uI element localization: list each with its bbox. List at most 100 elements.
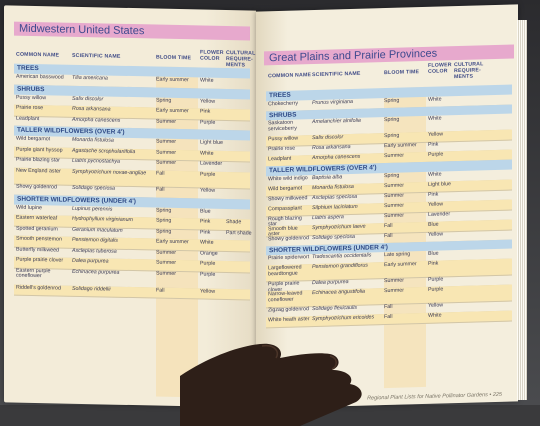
bloom-cell: Spring [156, 217, 172, 225]
bloom-cell: Summer [384, 287, 405, 295]
left-page-title: Midwestern United States [14, 21, 250, 41]
scientific-cell: Monarda fistulosa [312, 183, 354, 191]
bloom-cell: Fall [156, 186, 165, 194]
common-cell: Wild bergamot [268, 184, 303, 192]
bloom-cell: Summer [156, 270, 177, 277]
color-cell: Pink [200, 108, 211, 115]
color-cell: Yellow [428, 302, 444, 309]
bloom-cell: Spring [156, 97, 172, 104]
bloom-cell: Fall [384, 232, 393, 239]
color-cell: Pink [428, 141, 439, 148]
bloom-cell: Summer [384, 192, 405, 199]
bloom-cell: Summer [384, 152, 405, 160]
bloom-cell: Summer [156, 149, 177, 156]
common-cell: Wild bergamot [16, 135, 51, 143]
bloom-cell: Summer [156, 118, 177, 125]
scientific-cell: Tradescantia occidentalis [312, 252, 372, 261]
common-cell: New England aster [16, 167, 61, 175]
footer-text: Regional Plant Lists for Native Pollinat… [367, 392, 488, 402]
color-cell: Pink [428, 191, 439, 198]
color-cell: Purple [200, 118, 216, 126]
color-cell: Purple [200, 271, 216, 278]
common-cell: Leadplant [268, 155, 292, 163]
common-cell: Showy goldenrod [16, 183, 57, 191]
scientific-cell: Echinacea angustifolia [312, 288, 366, 297]
color-cell: Pink [200, 229, 211, 236]
bloom-cell: Spring [384, 132, 400, 140]
scientific-cell: Echinacea purpurea [72, 268, 120, 276]
scientific-cell: Tilia americana [72, 74, 108, 82]
color-cell: Lavender [200, 160, 223, 167]
bloom-cell: Late spring [384, 251, 411, 259]
bloom-cell: Spring [384, 97, 400, 104]
column-header: SCIENTIFIC NAME [312, 70, 361, 79]
bloom-cell: Summer [156, 138, 177, 145]
common-cell: Purple giant hyssop [16, 146, 63, 154]
common-cell: Narrow-leaved coneflower [268, 290, 303, 303]
scientific-cell: Amorpha canescens [312, 153, 361, 162]
color-cell: Pink [428, 260, 439, 267]
color-cell: Purple [200, 260, 216, 268]
bloom-cell: Summer [384, 182, 405, 189]
color-cell: Light blue [200, 139, 223, 146]
cultural-cell: Part shade [226, 229, 252, 237]
bloom-cell: Spring [156, 228, 172, 235]
scientific-cell: Geranium maculatum [72, 226, 123, 234]
column-header: FLOWER COLOR [200, 49, 224, 62]
color-cell: Purple [428, 286, 444, 293]
cultural-cell: Shade [226, 219, 242, 226]
scientific-cell: Penstemon digitalis [72, 237, 118, 245]
column-header: FLOWER COLOR [428, 62, 452, 75]
color-cell: Purple [428, 276, 444, 283]
color-cell: Light blue [428, 180, 451, 188]
scientific-cell: Solidago flexicaulis [312, 304, 358, 313]
scientific-cell: Solidago speciosa [312, 233, 355, 241]
color-cell: Pink [200, 218, 211, 225]
column-header: CULTURAL REQUIRE-MENTS [454, 61, 484, 81]
scientific-cell: Agastache scrophulariifolia [72, 147, 136, 155]
common-cell: White wild indigo [268, 174, 308, 182]
bloom-cell: Summer [156, 259, 177, 267]
color-cell: White [200, 77, 214, 84]
color-cell: Yellow [200, 97, 216, 105]
color-cell: Yellow [428, 230, 444, 238]
color-cell: Orange [200, 250, 218, 257]
scientific-cell: Rosa arkansana [312, 144, 351, 152]
scientific-cell: Baptisia alba [312, 173, 343, 181]
color-cell: Yellow [200, 187, 216, 195]
bloom-cell: Fall [156, 170, 165, 177]
color-cell: Yellow [428, 131, 444, 138]
bloom-cell: Summer [384, 212, 405, 219]
common-cell: Eastern purple coneflower [16, 267, 51, 280]
common-cell: Prairie rose [16, 104, 44, 112]
common-cell: Riddell's goldenrod [16, 284, 61, 292]
common-cell: Compassplant [268, 204, 302, 212]
common-cell: Showy milkweed [268, 194, 308, 202]
bloom-cell: Spring [384, 172, 400, 179]
color-cell: Blue [428, 250, 439, 257]
common-cell: Leadplant [16, 115, 40, 122]
color-cell: Blue [428, 221, 439, 228]
common-cell: Eastern waterleaf [16, 214, 58, 222]
scientific-cell: Lupinus perennis [72, 205, 113, 213]
bloom-cell: Early summer [156, 107, 189, 115]
common-cell: Largeflowered beardtongue [268, 264, 302, 277]
color-cell: Yellow [200, 288, 216, 295]
bloom-cell: Summer [156, 249, 177, 256]
common-cell: White heath aster [268, 316, 310, 324]
bloom-cell: Fall [156, 287, 165, 294]
scientific-cell: Dalea purpurea [312, 279, 349, 287]
scientific-cell: Liatris pycnostachya [72, 157, 120, 165]
column-header: SCIENTIFIC NAME [72, 52, 121, 60]
scientific-cell: Monarda fistulosa [72, 136, 114, 144]
common-cell: Saskatoon serviceberry [268, 119, 297, 132]
bloom-cell: Early summer [384, 261, 417, 269]
color-cell: Lavender [428, 210, 451, 218]
scientific-cell: Solidago speciosa [72, 185, 115, 192]
color-cell: White [428, 115, 442, 122]
bloom-cell: Early summer [156, 238, 189, 246]
common-cell: Pussy willow [268, 135, 299, 143]
scientific-cell: Symphyotrichum laeve [312, 223, 366, 231]
common-cell: Wild lupine [16, 204, 42, 211]
scientific-cell: Penstemon grandiflorus [312, 262, 368, 271]
